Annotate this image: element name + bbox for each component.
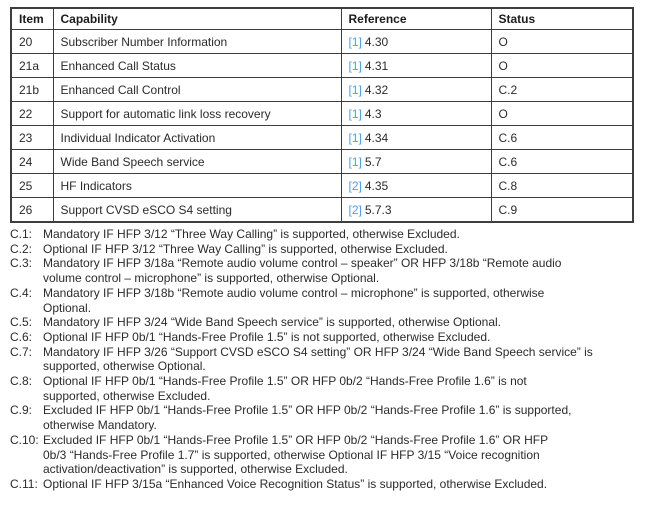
note-text: Optional IF HFP 3/15a “Enhanced Voice Re… [43, 476, 548, 491]
note-text: Mandatory IF HFP 3/24 “Wide Band Speech … [43, 315, 501, 330]
note-c9: C.9: Excluded IF HFP 0b/1 “Hands-Free Pro… [10, 403, 660, 432]
capability-cell: Support for automatic link loss recovery [52, 101, 342, 126]
status-cell: C.9 [490, 197, 634, 223]
status-cell: C.2 [490, 77, 634, 102]
table-row: 20 Subscriber Number Information [1] 4.30… [10, 29, 634, 54]
reference-section: 5.7 [364, 154, 382, 169]
note-label: C.10: [10, 432, 39, 447]
status-cell: O [490, 101, 634, 126]
reference-link[interactable]: [1] [348, 106, 362, 121]
table-row: 23 Individual Indicator Activation [1] 4.… [10, 125, 634, 150]
reference-section: 4.35 [364, 178, 389, 193]
note-text: Excluded IF HFP 0b/1 “Hands-Free Profile… [43, 403, 572, 433]
table-row: 25 HF Indicators [2] 4.35 C.8 [10, 173, 634, 198]
note-label: C.6: [10, 329, 33, 344]
note-label: C.7: [10, 344, 33, 359]
item-cell: 24 [10, 149, 54, 174]
note-c4: C.4: Mandatory IF HFP 3/18b “Remote audio… [10, 286, 660, 315]
reference-cell: [1] 4.30 [340, 29, 492, 54]
capability-cell: Subscriber Number Information [52, 29, 342, 54]
note-label: C.1: [10, 227, 33, 241]
reference-section: 5.7.3 [364, 202, 392, 217]
note-c3: C.3: Mandatory IF HFP 3/18a “Remote audio… [10, 256, 660, 285]
conditional-notes-list: C.1: Mandatory IF HFP 3/12 “Three Way Cal… [10, 227, 660, 492]
column-header-capability: Capability [52, 7, 342, 30]
note-label: C.8: [10, 374, 33, 389]
reference-link[interactable]: [1] [348, 58, 362, 73]
table-row: 21b Enhanced Call Control [1] 4.32 C.2 [10, 77, 634, 102]
note-text: Excluded IF HFP 0b/1 “Hands-Free Profile… [43, 432, 549, 477]
note-c2: C.2: Optional IF HFP 3/12 “Three Way Call… [10, 242, 660, 257]
reference-link[interactable]: [1] [348, 130, 362, 145]
note-text: Mandatory IF HFP 3/12 “Three Way Calling… [43, 227, 460, 241]
note-label: C.9: [10, 403, 33, 418]
reference-cell: [1] 4.31 [340, 53, 492, 78]
item-cell: 22 [10, 101, 54, 126]
item-cell: 21b [10, 77, 54, 102]
reference-section: 4.3 [364, 106, 382, 121]
capability-cell: Individual Indicator Activation [52, 125, 342, 150]
document-page: Item Capability Reference Status 20 Subs… [10, 7, 660, 492]
item-cell: 25 [10, 173, 54, 198]
note-text: Mandatory IF HFP 3/18a “Remote audio vol… [43, 256, 562, 286]
capability-cell: Enhanced Call Control [52, 77, 342, 102]
note-c11: C.11: Optional IF HFP 3/15a “Enhanced Voi… [10, 477, 660, 492]
capability-table: Item Capability Reference Status 20 Subs… [10, 7, 634, 223]
note-label: C.11: [10, 476, 38, 491]
note-c10: C.10: Excluded IF HFP 0b/1 “Hands-Free Pr… [10, 433, 660, 477]
column-header-item: Item [10, 7, 54, 30]
reference-section: 4.32 [364, 82, 389, 97]
reference-link[interactable]: [1] [348, 82, 362, 97]
note-label: C.2: [10, 241, 33, 256]
note-label: C.3: [10, 256, 33, 271]
status-cell: C.6 [490, 149, 634, 174]
note-c6: C.6: Optional IF HFP 0b/1 “Hands-Free Pro… [10, 330, 660, 345]
item-cell: 21a [10, 53, 54, 78]
capability-cell: Wide Band Speech service [52, 149, 342, 174]
note-label: C.4: [10, 285, 33, 300]
note-c1: C.1: Mandatory IF HFP 3/12 “Three Way Cal… [10, 227, 660, 242]
item-cell: 26 [10, 197, 54, 223]
item-cell: 20 [10, 29, 54, 54]
capability-cell: HF Indicators [52, 173, 342, 198]
reference-cell: [1] 4.32 [340, 77, 492, 102]
note-c5: C.5: Mandatory IF HFP 3/24 “Wide Band Spe… [10, 315, 660, 330]
reference-link[interactable]: [1] [348, 154, 362, 169]
table-row: 21a Enhanced Call Status [1] 4.31 O [10, 53, 634, 78]
reference-cell: [1] 4.3 [340, 101, 492, 126]
reference-link[interactable]: [1] [348, 34, 362, 49]
capability-cell: Enhanced Call Status [52, 53, 342, 78]
status-cell: O [490, 29, 634, 54]
note-label: C.5: [10, 315, 33, 330]
reference-section: 4.34 [364, 130, 389, 145]
table-row: 26 Support CVSD eSCO S4 setting [2] 5.7.3… [10, 197, 634, 223]
status-cell: C.6 [490, 125, 634, 150]
note-text: Optional IF HFP 0b/1 “Hands-Free Profile… [43, 374, 527, 403]
reference-section: 4.31 [364, 58, 389, 73]
column-header-status: Status [490, 7, 634, 30]
note-text: Mandatory IF HFP 3/26 “Support CVSD eSCO… [43, 344, 593, 374]
note-text: Optional IF HFP 3/12 “Three Way Calling”… [43, 241, 448, 256]
status-cell: O [490, 53, 634, 78]
reference-section: 4.30 [364, 34, 389, 49]
reference-cell: [2] 4.35 [340, 173, 492, 198]
reference-link[interactable]: [2] [348, 202, 362, 217]
status-cell: C.8 [490, 173, 634, 198]
table-row: 24 Wide Band Speech service [1] 5.7 C.6 [10, 149, 634, 174]
column-header-reference: Reference [340, 7, 492, 30]
reference-cell: [1] 5.7 [340, 149, 492, 174]
table-row: 22 Support for automatic link loss recov… [10, 101, 634, 126]
item-cell: 23 [10, 125, 54, 150]
reference-cell: [1] 4.34 [340, 125, 492, 150]
table-header-row: Item Capability Reference Status [10, 7, 634, 30]
note-text: Mandatory IF HFP 3/18b “Remote audio vol… [43, 285, 545, 315]
reference-link[interactable]: [2] [348, 178, 362, 193]
note-text: Optional IF HFP 0b/1 “Hands-Free Profile… [43, 329, 491, 344]
note-c7: C.7: Mandatory IF HFP 3/26 “Support CVSD … [10, 345, 660, 374]
note-c8: C.8: Optional IF HFP 0b/1 “Hands-Free Pro… [10, 374, 660, 403]
capability-cell: Support CVSD eSCO S4 setting [52, 197, 342, 223]
reference-cell: [2] 5.7.3 [340, 197, 492, 223]
